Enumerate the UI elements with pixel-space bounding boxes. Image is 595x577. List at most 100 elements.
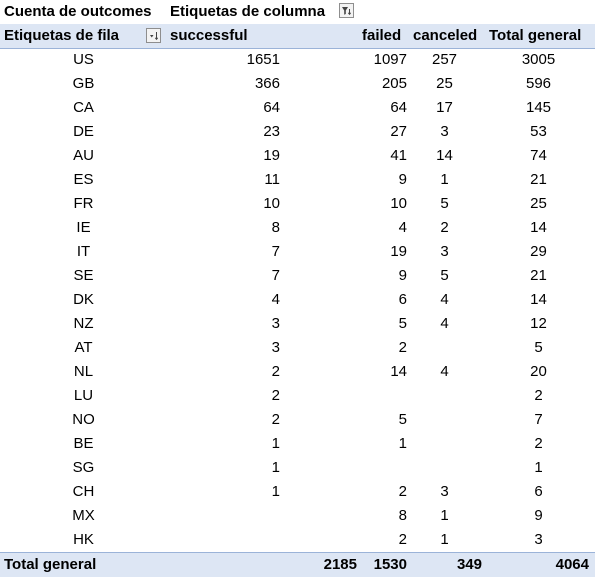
failed-cell[interactable]: 5 bbox=[398, 411, 407, 428]
canceled-cell[interactable] bbox=[407, 384, 482, 408]
grand-total-failed-cell[interactable]: 1530 bbox=[373, 556, 407, 573]
country-cell[interactable]: SG bbox=[72, 459, 95, 476]
total-cell[interactable]: 12 bbox=[530, 315, 547, 332]
failed-cell[interactable]: 14 bbox=[390, 363, 407, 380]
canceled-cell[interactable]: 3 bbox=[440, 123, 449, 140]
canceled-cell[interactable]: 1 bbox=[440, 531, 449, 548]
successful-cell[interactable]: 3 bbox=[271, 339, 280, 356]
grand-total-blank-cell[interactable]: 2185 bbox=[323, 556, 357, 573]
successful-cell[interactable]: 1 bbox=[271, 483, 280, 500]
successful-cell[interactable]: 10 bbox=[263, 195, 280, 212]
failed-cell[interactable]: 6 bbox=[398, 291, 407, 308]
successful-cell[interactable] bbox=[167, 528, 280, 552]
canceled-cell[interactable]: 4 bbox=[440, 315, 449, 332]
canceled-cell[interactable]: 14 bbox=[436, 147, 453, 164]
successful-cell[interactable]: 64 bbox=[263, 99, 280, 116]
canceled-cell[interactable]: 1 bbox=[440, 507, 449, 524]
grand-total-total-cell[interactable]: 4064 bbox=[555, 556, 589, 573]
country-cell[interactable]: FR bbox=[73, 195, 94, 212]
country-cell[interactable]: HK bbox=[73, 531, 94, 548]
successful-cell[interactable]: 3 bbox=[271, 315, 280, 332]
failed-cell[interactable]: 64 bbox=[390, 99, 407, 116]
failed-cell[interactable]: 2 bbox=[398, 531, 407, 548]
total-cell[interactable]: 2 bbox=[534, 387, 543, 404]
successful-cell[interactable]: 1 bbox=[271, 435, 280, 452]
country-cell[interactable]: LU bbox=[73, 387, 94, 404]
total-cell[interactable]: 14 bbox=[530, 291, 547, 308]
failed-cell[interactable]: 5 bbox=[398, 315, 407, 332]
successful-cell[interactable]: 1651 bbox=[246, 51, 280, 68]
failed-cell[interactable]: 19 bbox=[390, 243, 407, 260]
failed-cell[interactable]: 10 bbox=[390, 195, 407, 212]
total-cell[interactable]: 5 bbox=[534, 339, 543, 356]
failed-cell[interactable]: 2 bbox=[398, 339, 407, 356]
total-cell[interactable]: 53 bbox=[530, 123, 547, 140]
successful-cell[interactable]: 8 bbox=[271, 219, 280, 236]
total-cell[interactable]: 1 bbox=[534, 459, 543, 476]
canceled-cell[interactable]: 3 bbox=[440, 243, 449, 260]
successful-cell[interactable] bbox=[167, 504, 280, 528]
successful-cell[interactable]: 366 bbox=[254, 75, 280, 92]
country-cell[interactable]: BE bbox=[73, 435, 94, 452]
canceled-cell[interactable]: 25 bbox=[436, 75, 453, 92]
total-cell[interactable]: 74 bbox=[530, 147, 547, 164]
successful-cell[interactable]: 1 bbox=[271, 459, 280, 476]
failed-cell[interactable]: 8 bbox=[398, 507, 407, 524]
country-cell[interactable]: IT bbox=[76, 243, 91, 260]
canceled-cell[interactable]: 5 bbox=[440, 267, 449, 284]
total-cell[interactable]: 14 bbox=[530, 219, 547, 236]
total-cell[interactable]: 9 bbox=[534, 507, 543, 524]
successful-cell[interactable]: 23 bbox=[263, 123, 280, 140]
country-cell[interactable]: AU bbox=[73, 147, 94, 164]
total-cell[interactable]: 20 bbox=[530, 363, 547, 380]
country-cell[interactable]: GB bbox=[72, 75, 95, 92]
total-cell[interactable]: 2 bbox=[534, 435, 543, 452]
total-cell[interactable]: 29 bbox=[530, 243, 547, 260]
grand-total-label[interactable]: Total general bbox=[4, 556, 97, 573]
total-cell[interactable]: 596 bbox=[525, 75, 552, 92]
values-field-label[interactable]: Cuenta de outcomes bbox=[4, 3, 152, 20]
successful-cell[interactable]: 7 bbox=[271, 267, 280, 284]
successful-cell[interactable]: 11 bbox=[264, 171, 280, 188]
successful-cell[interactable]: 2 bbox=[271, 387, 280, 404]
canceled-cell[interactable] bbox=[407, 408, 482, 432]
failed-cell[interactable]: 41 bbox=[390, 147, 407, 164]
failed-cell[interactable]: 1097 bbox=[373, 51, 407, 68]
failed-cell[interactable] bbox=[357, 456, 407, 480]
total-cell[interactable]: 6 bbox=[534, 483, 543, 500]
column-labels-header[interactable]: Etiquetas de columna bbox=[170, 3, 326, 20]
country-cell[interactable]: DK bbox=[73, 291, 94, 308]
country-cell[interactable]: SE bbox=[73, 267, 94, 284]
failed-cell[interactable]: 4 bbox=[398, 219, 407, 236]
country-cell[interactable]: DE bbox=[73, 123, 94, 140]
country-cell[interactable]: CH bbox=[72, 483, 95, 500]
country-cell[interactable]: NZ bbox=[73, 315, 94, 332]
failed-cell[interactable] bbox=[357, 384, 407, 408]
canceled-cell[interactable]: 4 bbox=[440, 291, 449, 308]
failed-cell[interactable]: 1 bbox=[398, 435, 407, 452]
failed-cell[interactable]: 2 bbox=[398, 483, 407, 500]
country-cell[interactable]: NL bbox=[73, 363, 94, 380]
successful-cell[interactable]: 4 bbox=[271, 291, 280, 308]
canceled-cell[interactable]: 257 bbox=[431, 51, 458, 68]
successful-cell[interactable]: 7 bbox=[271, 243, 280, 260]
successful-cell[interactable]: 2 bbox=[271, 363, 280, 380]
column-filter-button[interactable] bbox=[339, 3, 354, 18]
failed-cell[interactable]: 9 bbox=[398, 171, 407, 188]
canceled-cell[interactable] bbox=[407, 456, 482, 480]
canceled-cell[interactable]: 1 bbox=[440, 171, 449, 188]
canceled-cell[interactable] bbox=[407, 336, 482, 360]
total-cell[interactable]: 21 bbox=[530, 171, 547, 188]
country-cell[interactable]: AT bbox=[74, 339, 93, 356]
grand-total-canceled-cell[interactable]: 349 bbox=[456, 556, 482, 573]
total-cell[interactable]: 25 bbox=[530, 195, 547, 212]
total-cell[interactable]: 7 bbox=[534, 411, 543, 428]
canceled-cell[interactable]: 4 bbox=[440, 363, 449, 380]
successful-cell[interactable]: 19 bbox=[263, 147, 280, 164]
total-cell[interactable]: 145 bbox=[525, 99, 552, 116]
country-cell[interactable]: NO bbox=[72, 411, 95, 428]
total-cell[interactable]: 3 bbox=[534, 531, 543, 548]
country-cell[interactable]: ES bbox=[73, 171, 94, 188]
canceled-cell[interactable] bbox=[407, 432, 482, 456]
row-sort-filter-button[interactable] bbox=[146, 28, 161, 43]
